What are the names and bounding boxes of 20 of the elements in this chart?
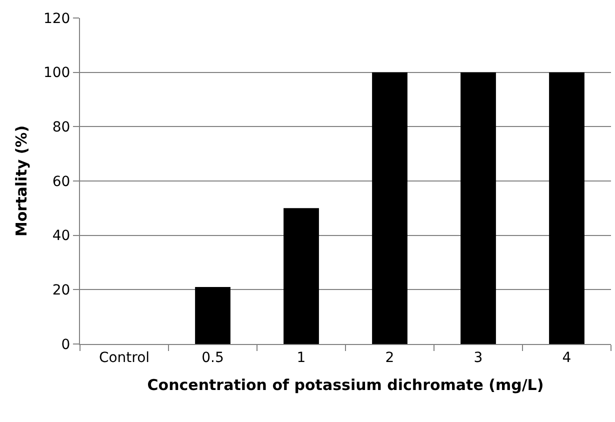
bar bbox=[549, 72, 584, 344]
y-tick-label: 40 bbox=[52, 228, 70, 244]
x-tick-label: 3 bbox=[474, 350, 483, 366]
y-tick-label: 0 bbox=[61, 336, 70, 353]
y-axis-title: Mortality (%) bbox=[12, 125, 31, 237]
bar bbox=[460, 72, 496, 344]
bar bbox=[372, 72, 408, 344]
x-tick-label: 2 bbox=[385, 350, 394, 366]
bar bbox=[195, 286, 230, 344]
x-tick-label: Control bbox=[98, 350, 150, 366]
bar bbox=[284, 208, 319, 344]
x-tick-label: 0.5 bbox=[202, 350, 224, 366]
y-tick-label: 20 bbox=[52, 282, 70, 299]
y-tick-label: 100 bbox=[43, 65, 70, 82]
y-tick-label: 60 bbox=[52, 174, 70, 190]
x-axis-title: Concentration of potassium dichromate (mg/L) bbox=[147, 376, 544, 394]
y-tick-label: 80 bbox=[52, 120, 70, 136]
x-tick-label: 4 bbox=[562, 350, 572, 366]
y-tick-label: 120 bbox=[43, 10, 70, 27]
x-tick-label: 1 bbox=[296, 350, 306, 366]
